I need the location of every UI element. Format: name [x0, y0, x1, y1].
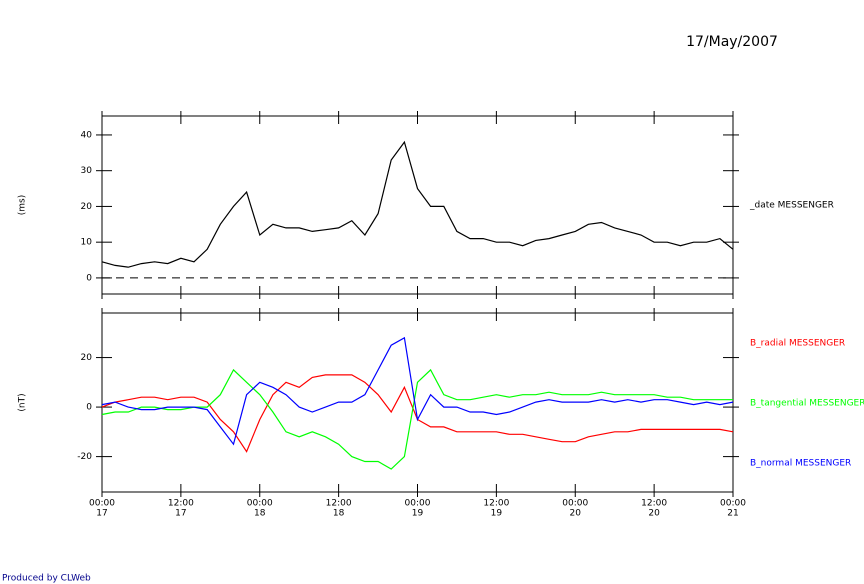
x-tick-day: 18: [254, 509, 266, 519]
x-tick-label: 12:00: [326, 499, 352, 509]
series-line: [101, 368, 733, 470]
legend-label: B_radial MESSENGER: [750, 339, 845, 349]
y-axis-label: (nT): [18, 393, 28, 411]
x-tick-label: 00:00: [405, 499, 431, 509]
x-tick-day: 19: [491, 509, 503, 519]
date-label: 17/May/2007: [686, 34, 778, 50]
footer: Produced by CLWeb: [2, 574, 91, 584]
x-tick-day: 17: [175, 509, 186, 519]
series-line: [101, 140, 734, 268]
y-tick-label: 20: [81, 353, 93, 363]
x-tick-label: 12:00: [168, 499, 194, 509]
x-tick-day: 20: [570, 509, 582, 519]
panel-frame: [101, 115, 734, 295]
y-tick-label: 30: [81, 166, 93, 176]
x-tick-day: 20: [648, 509, 660, 519]
y-tick-label: 10: [81, 238, 93, 248]
legend-label: B_normal MESSENGER: [750, 459, 851, 469]
series-line: [101, 336, 734, 446]
x-tick-label: 12:00: [641, 499, 667, 509]
panel-frame: [101, 312, 734, 493]
y-axis-label: (ms): [18, 195, 28, 215]
y-tick-label: -20: [77, 452, 92, 462]
x-tick-day: 17: [96, 509, 107, 519]
x-tick-label: 00:00: [562, 499, 588, 509]
x-tick-label: 12:00: [483, 499, 509, 509]
x-tick-label: 00:00: [720, 499, 746, 509]
x-tick-day: 21: [727, 509, 738, 519]
x-tick-day: 19: [412, 509, 424, 519]
x-tick-day: 18: [333, 509, 345, 519]
y-tick-label: 20: [81, 202, 93, 212]
y-tick-label: 0: [86, 273, 92, 283]
x-tick-label: 00:00: [89, 499, 115, 509]
series-line: [101, 374, 734, 453]
x-tick-label: 00:00: [247, 499, 273, 509]
legend-label: _date MESSENGER: [749, 201, 834, 211]
legend-label: B_tangential MESSENGER: [750, 399, 864, 409]
y-tick-label: 0: [86, 403, 92, 413]
y-tick-label: 40: [81, 130, 93, 140]
